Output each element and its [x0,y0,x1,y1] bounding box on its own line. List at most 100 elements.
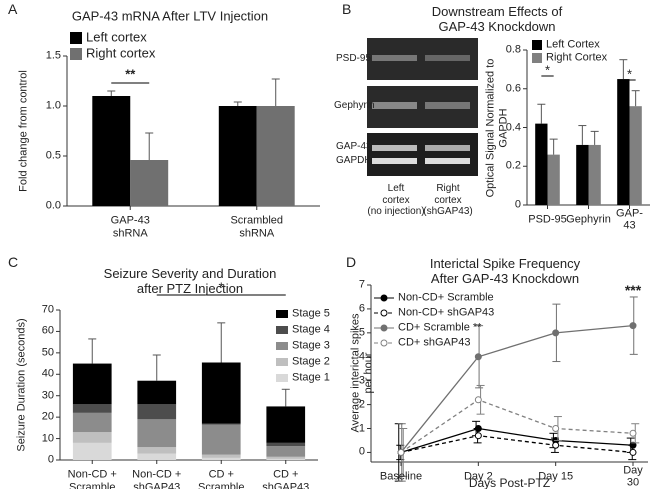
bar-segment [266,456,306,459]
blot-band [425,158,470,164]
y-tick-label: 0 [358,446,365,459]
legend-swatch [70,32,82,44]
blot-lane-label: Right cortex (shGAP43) [423,183,473,217]
significance-label: * [626,66,633,82]
bar-segment [137,404,177,420]
y-tick-label: 0.6 [505,82,521,95]
y-tick-label: 0 [514,198,521,211]
blot-strip [367,133,478,176]
legend-swatch [276,358,288,366]
y-tick-label: 0.8 [505,43,521,56]
legend-swatch [276,310,288,318]
line [400,427,634,454]
y-tick-label: 5 [358,326,365,339]
legend-marker [380,294,388,302]
y-tick-label: 70 [41,303,54,316]
bar-segment [72,404,112,413]
bar-segment [72,363,112,405]
bar-segment [266,442,306,447]
significance-label: ** [125,66,136,82]
legend-label: Stage 2 [292,355,330,368]
bar-segment [266,458,306,460]
y-tick-label: 0.4 [505,121,521,134]
line [400,435,634,454]
bar [617,79,630,205]
bar-segment [266,446,306,457]
x-tick-label: Non-CD + shGAP43 [132,468,182,489]
blot-band [372,102,417,109]
y-tick-label: 50 [41,346,54,359]
y-tick-label: 20 [41,410,54,423]
bar [256,106,295,206]
legend-label: Stage 3 [292,339,330,352]
legend-label: Non-CD+ Scramble [398,291,494,304]
y-tick-label: 3 [358,374,365,387]
legend-label: CD+ shGAP43 [398,336,471,349]
bar [218,106,257,206]
x-tick-label: Non-CD + Scramble [67,468,117,489]
legend-swatch [70,48,82,60]
marker [474,396,482,404]
bar [547,154,560,205]
western-blot [367,38,478,176]
legend-label: Stage 1 [292,371,330,384]
x-tick-label: Baseline [379,470,423,483]
y-tick-label: 0.0 [45,199,61,212]
legend-label: Stage 5 [292,307,330,320]
significance-label: *** [624,281,642,298]
blot-label: GAPDH [336,155,372,166]
legend-marker [380,339,388,347]
legend-label: Stage 4 [292,323,330,336]
blot-band [425,55,470,61]
bar-segment [201,424,241,455]
y-axis-label: Seizure Duration (seconds) [15,318,28,452]
bar-segment [137,419,177,448]
bar [576,144,589,205]
blot-lane-label: Left cortex (no injection) [367,183,425,217]
bar-segment [137,453,177,460]
y-tick-label: 40 [41,367,54,380]
bar [92,96,131,206]
bar [130,160,169,206]
panel-label: D [346,253,357,270]
chart-title: Seizure Severity and Duration after PTZ … [103,266,277,296]
blot-band [372,55,417,61]
line [400,399,634,453]
bar-segment [72,412,112,433]
y-tick-label: 6 [358,302,365,315]
chart-title: Interictal Spike Frequency After GAP-43 … [429,256,581,286]
legend-label: CD+ Scramble ** [398,321,482,334]
legend-swatch [276,374,288,382]
marker [629,322,637,330]
legend-marker [380,309,388,317]
x-tick-label: CD + Scramble [198,468,245,489]
blot-label: PSD-95 [336,53,372,64]
line [400,325,634,453]
legend-marker [380,324,388,332]
bar-segment [266,406,306,443]
x-tick-label: Day 2 [463,470,493,483]
bar-segment [201,362,241,424]
marker [629,448,637,456]
bar-segment [137,447,177,454]
y-tick-label: 0 [47,453,54,466]
significance-label: * [218,278,224,295]
y-tick-label: 1 [358,422,365,435]
bar-segment [201,423,241,425]
x-tick-label: PSD-95 [528,213,567,226]
marker [552,425,560,433]
bar-segment [137,380,177,405]
legend-label: Left cortex [86,29,147,45]
panel-label: B [342,0,352,17]
blot-band [372,145,417,151]
blot-band [372,158,417,164]
legend-swatch [532,53,542,63]
marker [474,432,482,440]
x-tick-label: GAP-43 [616,206,643,232]
marker [552,441,560,449]
y-tick-label: 1.0 [45,99,61,112]
y-tick-label: 0.5 [45,149,61,162]
legend-label: Non-CD+ shGAP43 [398,306,495,319]
